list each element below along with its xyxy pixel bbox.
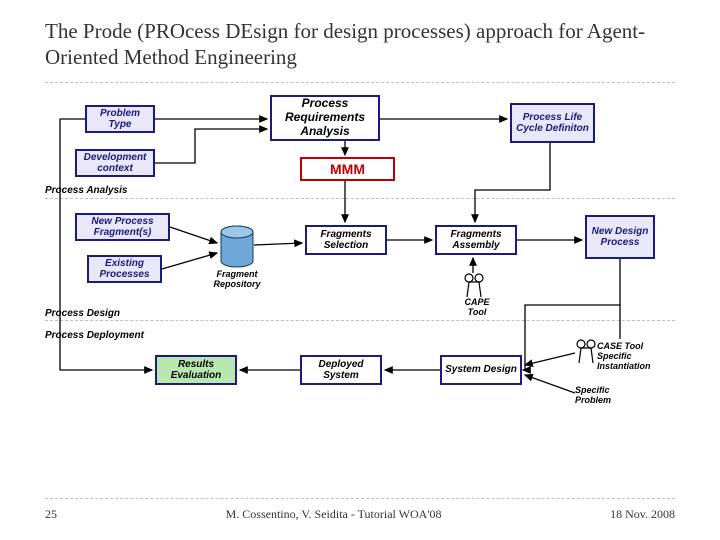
divider	[45, 498, 675, 499]
node-problem-type: Problem Type	[85, 105, 155, 133]
label-case-tool: CASE Tool Specific Instantiation	[597, 341, 677, 371]
section-label-design: Process Design	[45, 308, 120, 319]
node-frag-assembly: Fragments Assembly	[435, 225, 517, 255]
node-sys-design: System Design	[440, 355, 522, 385]
label-frag-repo: Fragment Repository	[207, 269, 267, 289]
divider	[45, 82, 675, 83]
footer-date: 18 Nov. 2008	[610, 507, 675, 522]
node-mmm: MMM	[300, 157, 395, 181]
node-results-eval: Results Evaluation	[155, 355, 237, 385]
node-new-fragments: New Process Fragment(s)	[75, 213, 170, 241]
node-frag-selection: Fragments Selection	[305, 225, 387, 255]
node-new-design: New Design Process	[585, 215, 655, 259]
section-label-analysis: Process Analysis	[45, 185, 127, 196]
slide-title: The Prode (PROcess DEsign for design pro…	[45, 18, 675, 71]
tool-icon	[575, 339, 597, 370]
node-existing-proc: Existing Processes	[87, 255, 162, 283]
node-deployed-sys: Deployed System	[300, 355, 382, 385]
node-req-analysis: Process Requirements Analysis	[270, 95, 380, 141]
label-cape-tool: CAPE Tool	[457, 297, 497, 317]
footer-center: M. Cossentino, V. Seidita - Tutorial WOA…	[226, 507, 442, 522]
footer: 25 M. Cossentino, V. Seidita - Tutorial …	[45, 507, 675, 522]
flow-diagram: Problem Type Development context Process…	[45, 95, 675, 475]
node-life-cycle: Process Life Cycle Definiton	[510, 103, 595, 143]
section-label-deployment: Process Deployment	[45, 330, 144, 341]
node-dev-context: Development context	[75, 149, 155, 177]
label-specific-problem: Specific Problem	[575, 385, 645, 405]
page-number: 25	[45, 507, 57, 522]
cylinder-icon	[220, 225, 254, 265]
